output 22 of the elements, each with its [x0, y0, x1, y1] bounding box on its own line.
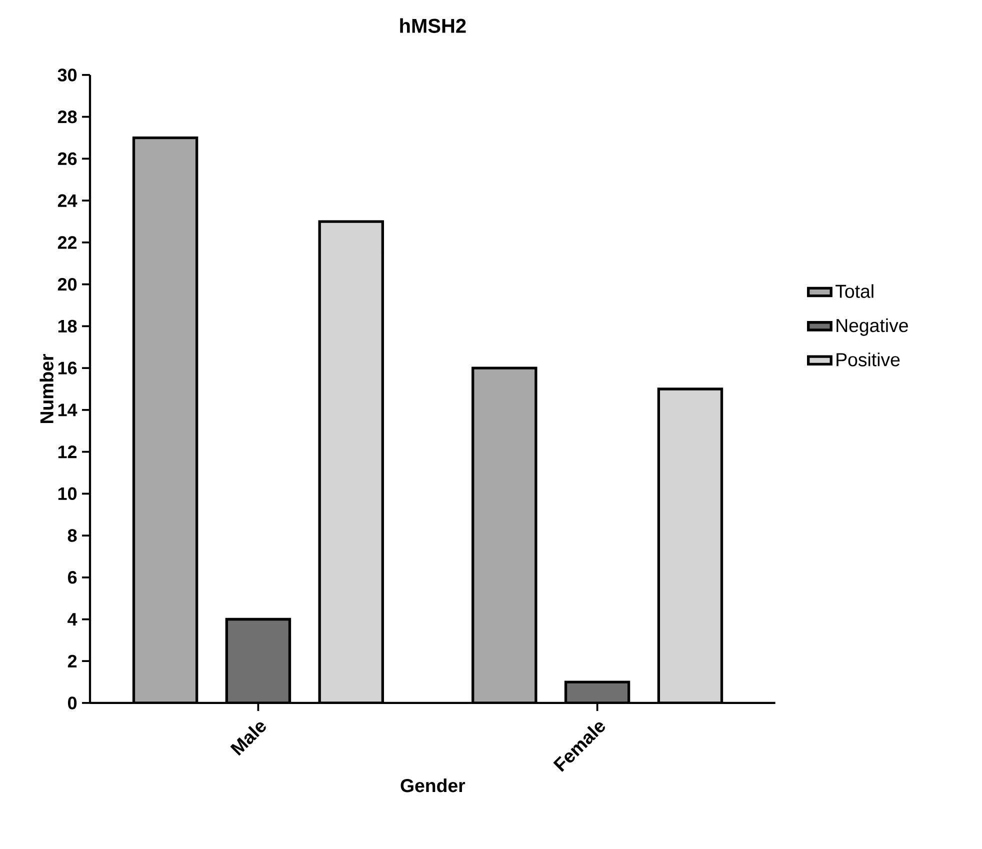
y-tick-label: 26 [58, 152, 77, 166]
y-tick-label: 4 [68, 613, 78, 626]
y-tick-label: 6 [68, 571, 77, 584]
y-tick-label: 24 [58, 194, 78, 207]
y-tick-label: 22 [58, 236, 77, 249]
y-tick-label: 30 [58, 68, 77, 82]
chart-title: hMSH2 [400, 18, 466, 33]
y-tick-label: 12 [58, 446, 77, 458]
y-tick-label: 10 [58, 487, 77, 500]
y-tick-label: 8 [68, 529, 77, 542]
y-tick-label: 28 [58, 110, 77, 124]
x-axis-title: Gender [400, 778, 466, 792]
legend-label: Positive [836, 352, 900, 366]
y-tick-label: 20 [58, 278, 77, 291]
y-tick-label: 14 [58, 404, 78, 416]
y-tick-label: 2 [68, 654, 77, 668]
y-axis-title: Number [40, 354, 54, 423]
y-tick-label: 18 [58, 320, 77, 333]
legend-label: Total [836, 284, 874, 298]
y-tick-label: 0 [68, 696, 77, 710]
y-tick-label: 16 [58, 362, 77, 374]
legend-label: Negative [836, 318, 908, 336]
